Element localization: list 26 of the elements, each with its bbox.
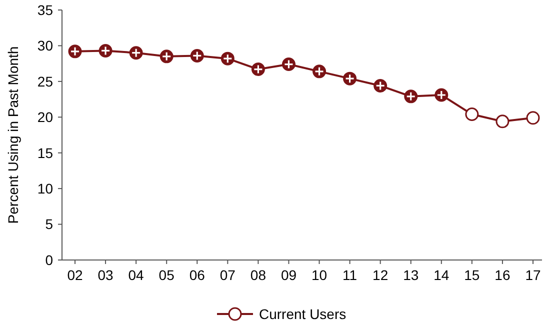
x-tick-label: 05 [158,267,175,283]
y-tick-label: 25 [37,73,54,90]
x-tick-label: 16 [494,267,510,283]
y-tick-label: 35 [37,2,54,18]
x-tick-label: 11 [342,267,358,283]
y-tick-label: 5 [45,216,54,232]
x-tick-label: 02 [67,267,83,283]
x-tick-label: 08 [250,267,266,283]
x-tick-label: 04 [128,267,144,283]
x-tick-label: 07 [220,267,236,283]
y-tick-label: 10 [37,180,54,196]
x-tick-label: 12 [372,267,388,283]
x-tick-label: 17 [525,267,541,283]
y-axis-title: Percent Using in Past Month [5,46,21,224]
y-tick-label: 0 [45,252,54,268]
y-tick-label: 15 [37,144,54,161]
y-tick-label: 20 [37,109,54,126]
legend-label: Current Users [259,306,346,322]
x-tick-label: 13 [403,267,419,283]
x-tick-label: 06 [189,267,206,283]
y-tick-label: 30 [37,38,54,54]
x-tick-label: 03 [98,267,114,283]
x-tick-label: 14 [434,267,450,283]
x-tick-label: 15 [464,267,480,283]
x-tick-label: 09 [280,267,297,283]
x-tick-label: 10 [311,267,328,283]
